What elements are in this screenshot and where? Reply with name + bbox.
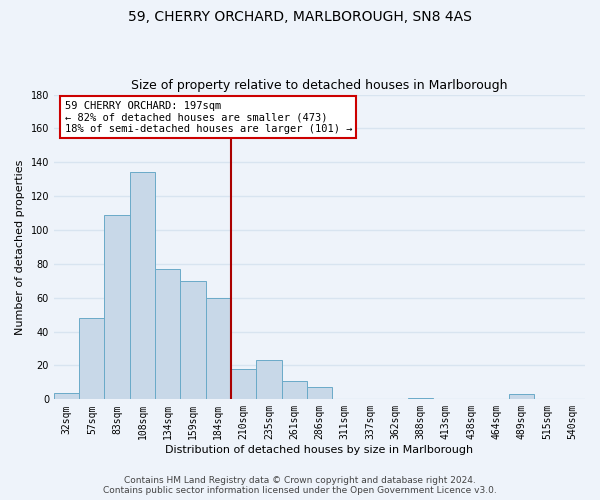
Bar [408,398,433,400]
Bar [509,394,535,400]
Text: 59 CHERRY ORCHARD: 197sqm
← 82% of detached houses are smaller (473)
18% of semi: 59 CHERRY ORCHARD: 197sqm ← 82% of detac… [65,100,352,134]
Bar [231,369,256,400]
Bar [256,360,281,400]
X-axis label: Distribution of detached houses by size in Marlborough: Distribution of detached houses by size … [166,445,473,455]
Text: 59, CHERRY ORCHARD, MARLBOROUGH, SN8 4AS: 59, CHERRY ORCHARD, MARLBOROUGH, SN8 4AS [128,10,472,24]
Bar [206,298,231,400]
Bar [281,380,307,400]
Y-axis label: Number of detached properties: Number of detached properties [15,160,25,334]
Bar [79,318,104,400]
Bar [130,172,155,400]
Bar [54,392,79,400]
Bar [181,281,206,400]
Bar [155,269,181,400]
Bar [104,215,130,400]
Title: Size of property relative to detached houses in Marlborough: Size of property relative to detached ho… [131,79,508,92]
Text: Contains HM Land Registry data © Crown copyright and database right 2024.
Contai: Contains HM Land Registry data © Crown c… [103,476,497,495]
Bar [307,388,332,400]
